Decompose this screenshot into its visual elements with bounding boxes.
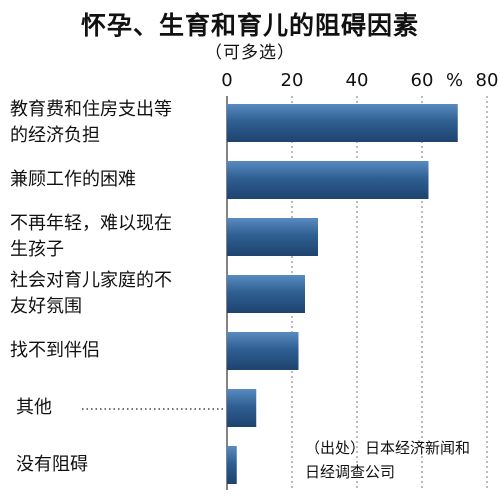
category-label-line: 没有阻碍 bbox=[16, 454, 88, 475]
category-label-line: 兼顾工作的困难 bbox=[10, 169, 136, 190]
x-tick-label: 0 bbox=[221, 70, 232, 91]
source-line-1: （出处）日本经济新闻和 bbox=[305, 439, 471, 457]
bar bbox=[227, 161, 429, 199]
x-tick-label: 80 bbox=[476, 70, 499, 91]
bar bbox=[227, 275, 305, 313]
category-label: 兼顾工作的困难 bbox=[10, 167, 215, 193]
x-axis-unit: % bbox=[446, 70, 463, 91]
category-label-line: 教育费和住房支出等 bbox=[10, 99, 172, 120]
category-label: 不再年轻，难以现在 生孩子 bbox=[10, 211, 215, 263]
category-label-line: 生孩子 bbox=[10, 239, 64, 260]
x-tick-label: 20 bbox=[281, 70, 304, 91]
bar bbox=[227, 332, 299, 370]
x-tick-label: 40 bbox=[346, 70, 369, 91]
bar bbox=[227, 104, 458, 142]
category-label-line: 友好氛围 bbox=[10, 296, 82, 317]
source-line-2: 日经调查公司 bbox=[305, 463, 396, 481]
chart-title: 怀孕、生育和育儿的阻碍因素 bbox=[80, 11, 419, 40]
chart-subtitle: （可多选） bbox=[205, 43, 295, 63]
category-label-line: 的经济负担 bbox=[10, 125, 100, 146]
category-label: 其他 bbox=[16, 395, 221, 421]
bar bbox=[227, 218, 318, 256]
category-label: 找不到伴侣 bbox=[10, 338, 215, 364]
category-label-line: 其他 bbox=[16, 397, 52, 418]
bar bbox=[227, 389, 257, 427]
category-label: 教育费和住房支出等 的经济负担 bbox=[10, 97, 215, 149]
category-label: 社会对育儿家庭的不 友好氛围 bbox=[10, 268, 215, 320]
category-label-line: 找不到伴侣 bbox=[10, 340, 100, 361]
category-label-line: 社会对育儿家庭的不 bbox=[10, 270, 172, 291]
bar bbox=[227, 446, 237, 484]
x-tick-label: 60 bbox=[411, 70, 434, 91]
category-label: 没有阻碍 bbox=[16, 452, 221, 478]
category-label-line: 不再年轻，难以现在 bbox=[10, 213, 172, 234]
source-note: （出处）日本经济新闻和 日经调查公司 bbox=[305, 436, 470, 484]
